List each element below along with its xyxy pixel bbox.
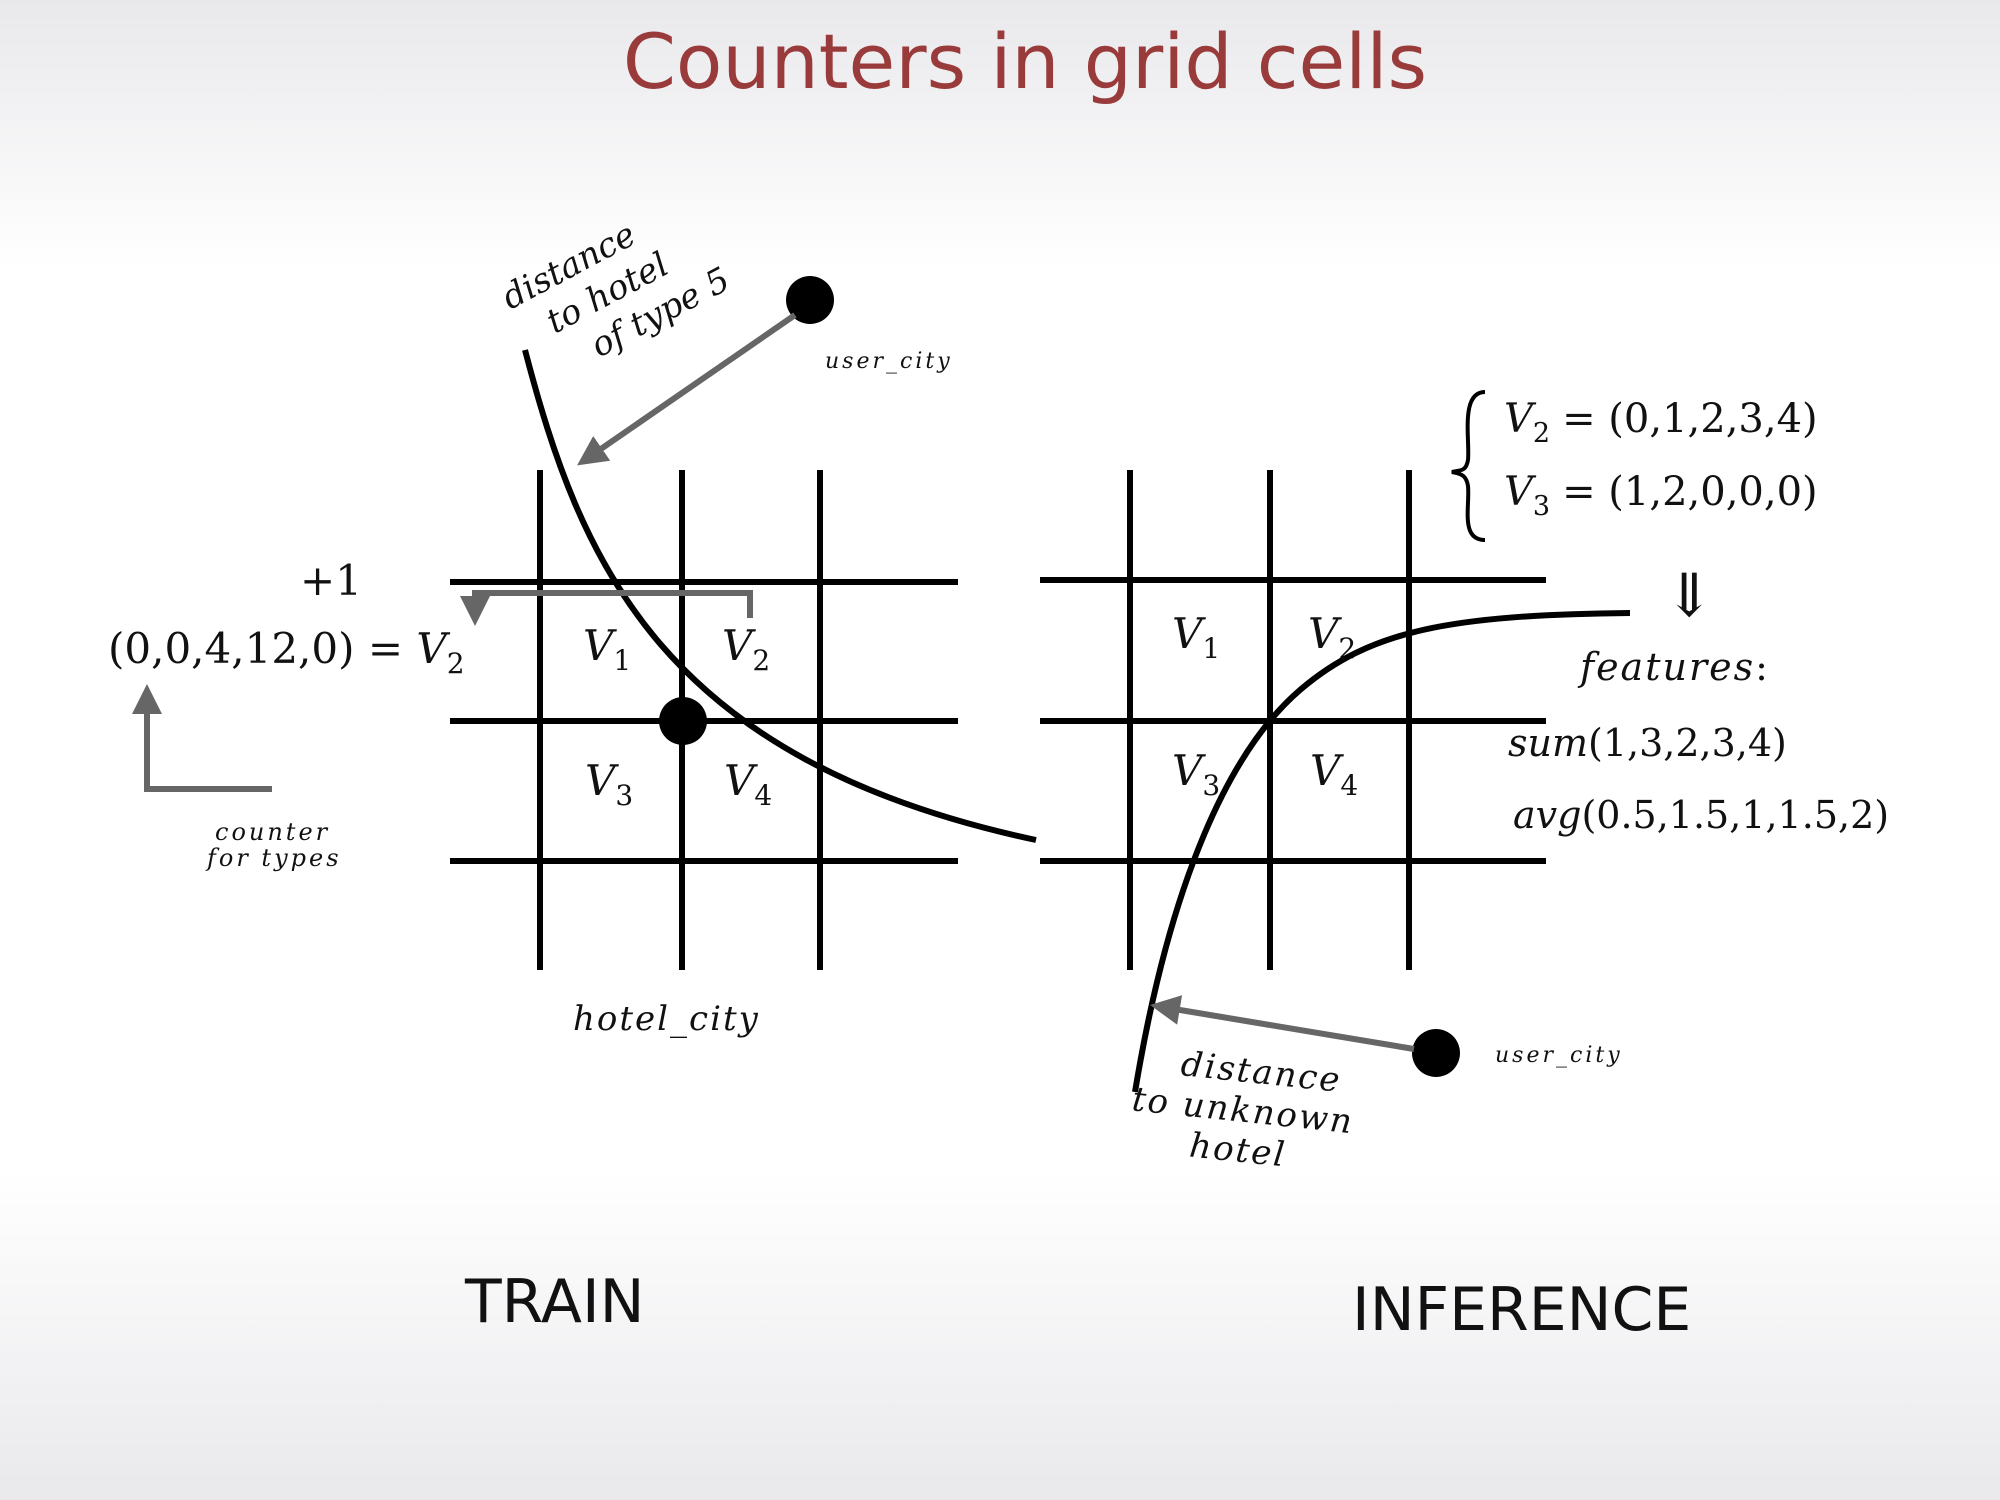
inference-curve-label: distance to unknown hotel bbox=[1130, 1044, 1356, 1175]
inference-section-label: INFERENCE bbox=[1352, 1275, 1691, 1345]
train-hotel-point bbox=[659, 697, 707, 745]
train-increment-label: +1 bbox=[300, 556, 362, 605]
counter-label-line-1: counter bbox=[215, 818, 330, 846]
train-section-label: TRAIN bbox=[464, 1267, 645, 1337]
slide-title: Counters in grid cells bbox=[623, 17, 1427, 106]
train-cell-v2: V2 bbox=[722, 621, 770, 677]
train-cell-v3: V3 bbox=[585, 756, 633, 812]
inference-user-point bbox=[1412, 1029, 1460, 1077]
implies-arrow: ⇓ bbox=[1664, 561, 1714, 631]
train-distance-arrow bbox=[577, 312, 797, 466]
features-sum: sum(1,3,2,3,4) bbox=[1508, 721, 1787, 765]
inference-cell-v3: V3 bbox=[1172, 746, 1220, 802]
inference-user-label: user_city bbox=[1495, 1043, 1623, 1068]
train-vector-equation: (0,0,4,12,0) = V2 bbox=[108, 624, 465, 680]
train-hotel-label: hotel_city bbox=[573, 999, 760, 1039]
train-cell-v4: V4 bbox=[724, 756, 772, 812]
train-cell-v1: V1 bbox=[583, 621, 631, 677]
inference-cell-v4: V4 bbox=[1310, 746, 1358, 802]
train-curve-label: distance to hotel of type 5 bbox=[495, 215, 736, 366]
system-line-2: V3 = (1,2,0,0,0) bbox=[1504, 469, 1818, 522]
system-brace bbox=[1451, 390, 1486, 542]
train-user-point bbox=[786, 276, 834, 324]
counter-arrow bbox=[132, 684, 272, 792]
inference-grid bbox=[1040, 470, 1546, 970]
features-avg: avg(0.5,1.5,1,1.5,2) bbox=[1513, 793, 1889, 837]
inference-distance-curve bbox=[1132, 610, 1631, 1093]
train-user-label: user_city bbox=[825, 349, 953, 374]
train-distance-curve bbox=[522, 349, 1037, 843]
inference-cell-v1: V1 bbox=[1172, 609, 1220, 665]
train-increment-arrow bbox=[460, 590, 753, 626]
system-line-1: V2 = (0,1,2,3,4) bbox=[1504, 396, 1818, 449]
counter-label-line-2: for types bbox=[205, 844, 342, 872]
inference-distance-arrow bbox=[1150, 995, 1415, 1052]
features-label: features: bbox=[1577, 645, 1770, 689]
